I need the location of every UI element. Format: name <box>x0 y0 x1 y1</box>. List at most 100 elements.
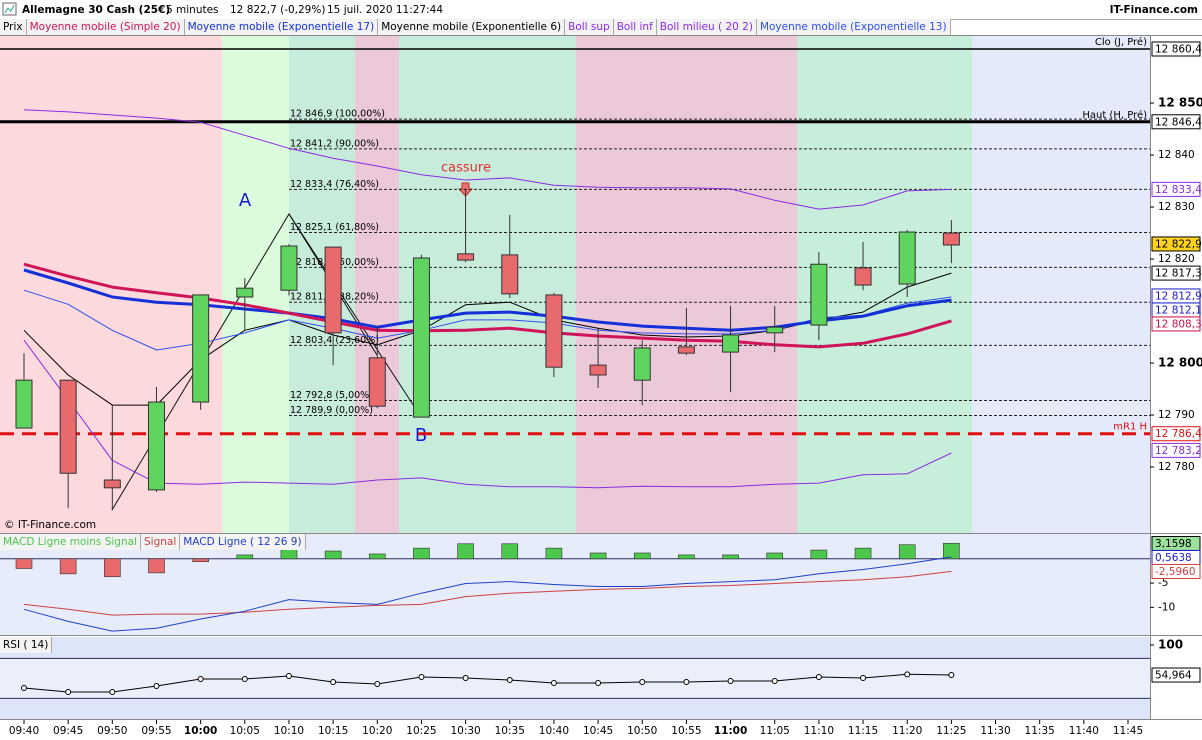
histogram-bar <box>368 553 386 560</box>
histogram-bar <box>678 554 695 560</box>
datetime: 15 juil. 2020 11:27:44 <box>327 4 443 16</box>
x-tick-label: 10:55 <box>671 725 701 737</box>
x-tick-label: 11:30 <box>980 725 1010 737</box>
x-tick-label: 09:45 <box>53 725 83 737</box>
price-marker-box <box>1151 563 1201 579</box>
rsi-point <box>771 678 778 684</box>
price-marker-box <box>1151 442 1201 458</box>
copyright: © IT-Finance.com <box>4 519 96 531</box>
fib-label: 12 792,8 (5,00%) <box>290 390 373 401</box>
price-marker-box <box>1151 426 1201 442</box>
legend-item: Boll sup <box>565 19 614 35</box>
y-tick-label: -10 <box>1158 601 1175 613</box>
rsi-point <box>683 679 690 685</box>
level-label: mR1 H <box>1113 422 1147 433</box>
price-marker-label: 54,964 <box>1155 670 1192 682</box>
level-label: Haut (H, Pré) <box>1082 109 1147 121</box>
rsi-point <box>418 674 425 680</box>
histogram-bar <box>236 554 254 560</box>
site: IT-Finance.com <box>1110 4 1198 16</box>
x-tick-label: 11:00 <box>714 725 747 737</box>
y-tick-label: 12 850 <box>1158 96 1202 110</box>
candle-body <box>677 346 695 354</box>
price-marker-label: 3,1598 <box>1155 538 1192 550</box>
legend-item: Signal <box>140 534 181 550</box>
legend-item: Moyenne mobile (Simple 20) <box>26 19 185 35</box>
legend-item: Moyenne mobile (Exponentielle 13) <box>756 19 951 35</box>
fib-label: 12 841,2 (90,00%) <box>290 138 379 149</box>
annotation: cassure <box>441 161 491 176</box>
y-tick-label: 12 780 <box>1158 461 1195 473</box>
legend-item: Prix <box>0 19 27 35</box>
y-tick-label: 12 830 <box>1158 201 1195 213</box>
candle-body <box>368 357 386 407</box>
price-marker-label: 12 812,1 <box>1155 304 1202 316</box>
series-line <box>23 268 952 332</box>
annotation: B <box>415 425 427 446</box>
rsi-point <box>330 679 337 685</box>
level-band <box>0 658 1150 699</box>
background <box>0 36 1150 719</box>
price-marker-box <box>1151 316 1201 332</box>
histogram-bar <box>457 543 474 560</box>
price-marker-box <box>1151 667 1201 683</box>
x-tick-label: 10:45 <box>583 725 613 737</box>
histogram-bar <box>766 552 784 560</box>
candle-body <box>854 267 872 286</box>
rsi-point <box>109 689 116 695</box>
series-line <box>23 556 952 632</box>
histogram-bar <box>545 547 563 560</box>
period: 5 minutes <box>166 4 219 16</box>
y-tick-label: 12 790 <box>1158 409 1195 421</box>
x-tick-label: 11:45 <box>1113 725 1143 737</box>
histogram-bar <box>898 544 916 560</box>
candle-body <box>810 263 828 326</box>
fib-label: 12 803,4 (23,60%) <box>290 335 379 346</box>
annotation: A <box>239 190 252 211</box>
histogram-bar <box>148 558 165 574</box>
legend-item: MACD Ligne moins Signal <box>0 534 141 550</box>
rsi-point <box>65 689 72 695</box>
legend: RSI ( 14) <box>0 637 53 653</box>
rsi-point <box>241 676 248 682</box>
rsi-point <box>462 675 469 681</box>
histogram-bar <box>943 542 960 560</box>
price-marker-label: 12 833,4 <box>1155 184 1202 196</box>
candle-body <box>236 287 254 298</box>
histogram-bar <box>589 552 607 560</box>
legend-item: Boll milieu ( 20 2) <box>656 19 757 35</box>
fib-label: 12 833,4 (76,40%) <box>290 179 379 190</box>
candle-body <box>942 232 960 246</box>
legend-item: Moyenne mobile (Exponentielle 6) <box>378 19 566 35</box>
x-tick-label: 09:40 <box>9 725 39 737</box>
x-tick-label: 11:25 <box>936 725 966 737</box>
rsi-point <box>948 672 955 678</box>
legend-item: MACD Ligne ( 12 26 9) <box>180 534 306 550</box>
x-tick-label: 11:20 <box>892 725 922 737</box>
y-tick-label: 12 820 <box>1158 253 1195 265</box>
histogram-bar <box>15 558 33 569</box>
fib-label: 12 846,9 (100,00%) <box>290 109 385 120</box>
y-tick-label: 100 <box>1158 638 1183 652</box>
price-marker-box <box>1151 114 1201 130</box>
histogram-bar <box>192 558 209 563</box>
legend: MACD Ligne moins Signal Signal MACD Ligne … <box>0 534 306 550</box>
series-line <box>23 262 952 349</box>
rsi-point <box>639 679 646 685</box>
price-marker-label: -2,5960 <box>1155 566 1196 578</box>
fib-label: 12 825,1 (61,80%) <box>290 222 379 233</box>
rsi-point <box>374 681 381 687</box>
x-tick-label: 11:15 <box>848 725 878 737</box>
candle-body <box>15 379 33 429</box>
rsi-point <box>153 683 160 689</box>
x-tick-label: 10:05 <box>230 725 260 737</box>
y-tick-label: -5 <box>1158 577 1168 589</box>
price-marker-box <box>1151 236 1201 252</box>
price-marker-label: 12 846,4 <box>1155 116 1202 128</box>
rsi-point <box>727 678 734 684</box>
x-tick-label: 10:00 <box>184 725 217 737</box>
price-marker-box <box>1151 265 1201 281</box>
histogram-bar <box>324 550 342 560</box>
price-marker-label: 12 808,3 <box>1155 318 1202 330</box>
